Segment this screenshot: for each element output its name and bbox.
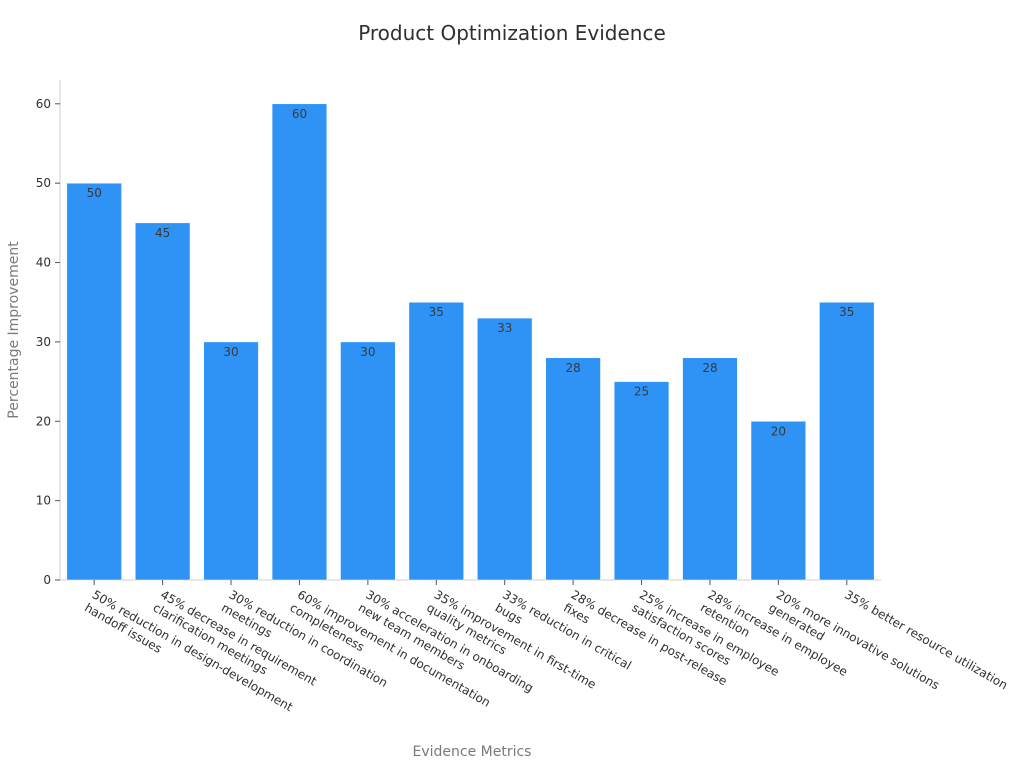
x-tick-label-line: 33% reduction in critical [500, 587, 634, 672]
bar [408, 301, 464, 581]
data-label: 35 [429, 305, 444, 319]
y-tick-label: 60 [36, 97, 51, 111]
data-label: 30 [223, 345, 238, 359]
bar [682, 357, 738, 581]
y-tick-label: 20 [36, 414, 51, 428]
bar [135, 222, 191, 581]
bar [477, 317, 533, 581]
y-axis-title: Percentage Improvement [6, 241, 22, 419]
y-tick-label: 30 [36, 335, 51, 349]
bar [750, 421, 806, 581]
data-labels: 50 45 30 60 30 35 33 28 25 28 20 35 [87, 107, 855, 438]
bar [545, 357, 601, 581]
bar [203, 341, 259, 581]
bar [819, 301, 875, 581]
data-label: 45 [155, 226, 170, 240]
data-label: 35 [839, 305, 854, 319]
bar [340, 341, 396, 581]
data-label: 28 [702, 361, 717, 375]
data-label: 20 [771, 424, 786, 438]
y-tick-label: 10 [36, 494, 51, 508]
chart-title: Product Optimization Evidence [358, 21, 666, 45]
axes [59, 80, 881, 581]
bar [66, 182, 122, 581]
data-label: 60 [292, 107, 307, 121]
y-tick-label: 40 [36, 256, 51, 270]
data-label: 50 [87, 186, 102, 200]
bar [271, 103, 328, 581]
y-tick-label: 0 [43, 573, 51, 587]
data-label: 33 [497, 321, 512, 335]
bars [66, 103, 875, 581]
data-label: 30 [360, 345, 375, 359]
x-ticks: 50% reduction in design-developmenthando… [82, 580, 1010, 714]
data-label: 25 [634, 385, 649, 399]
y-ticks: 0 10 20 30 40 50 60 [36, 97, 60, 587]
bar [613, 381, 670, 581]
y-tick-label: 50 [36, 176, 51, 190]
data-label: 28 [565, 361, 580, 375]
x-axis-title: Evidence Metrics [413, 744, 532, 760]
